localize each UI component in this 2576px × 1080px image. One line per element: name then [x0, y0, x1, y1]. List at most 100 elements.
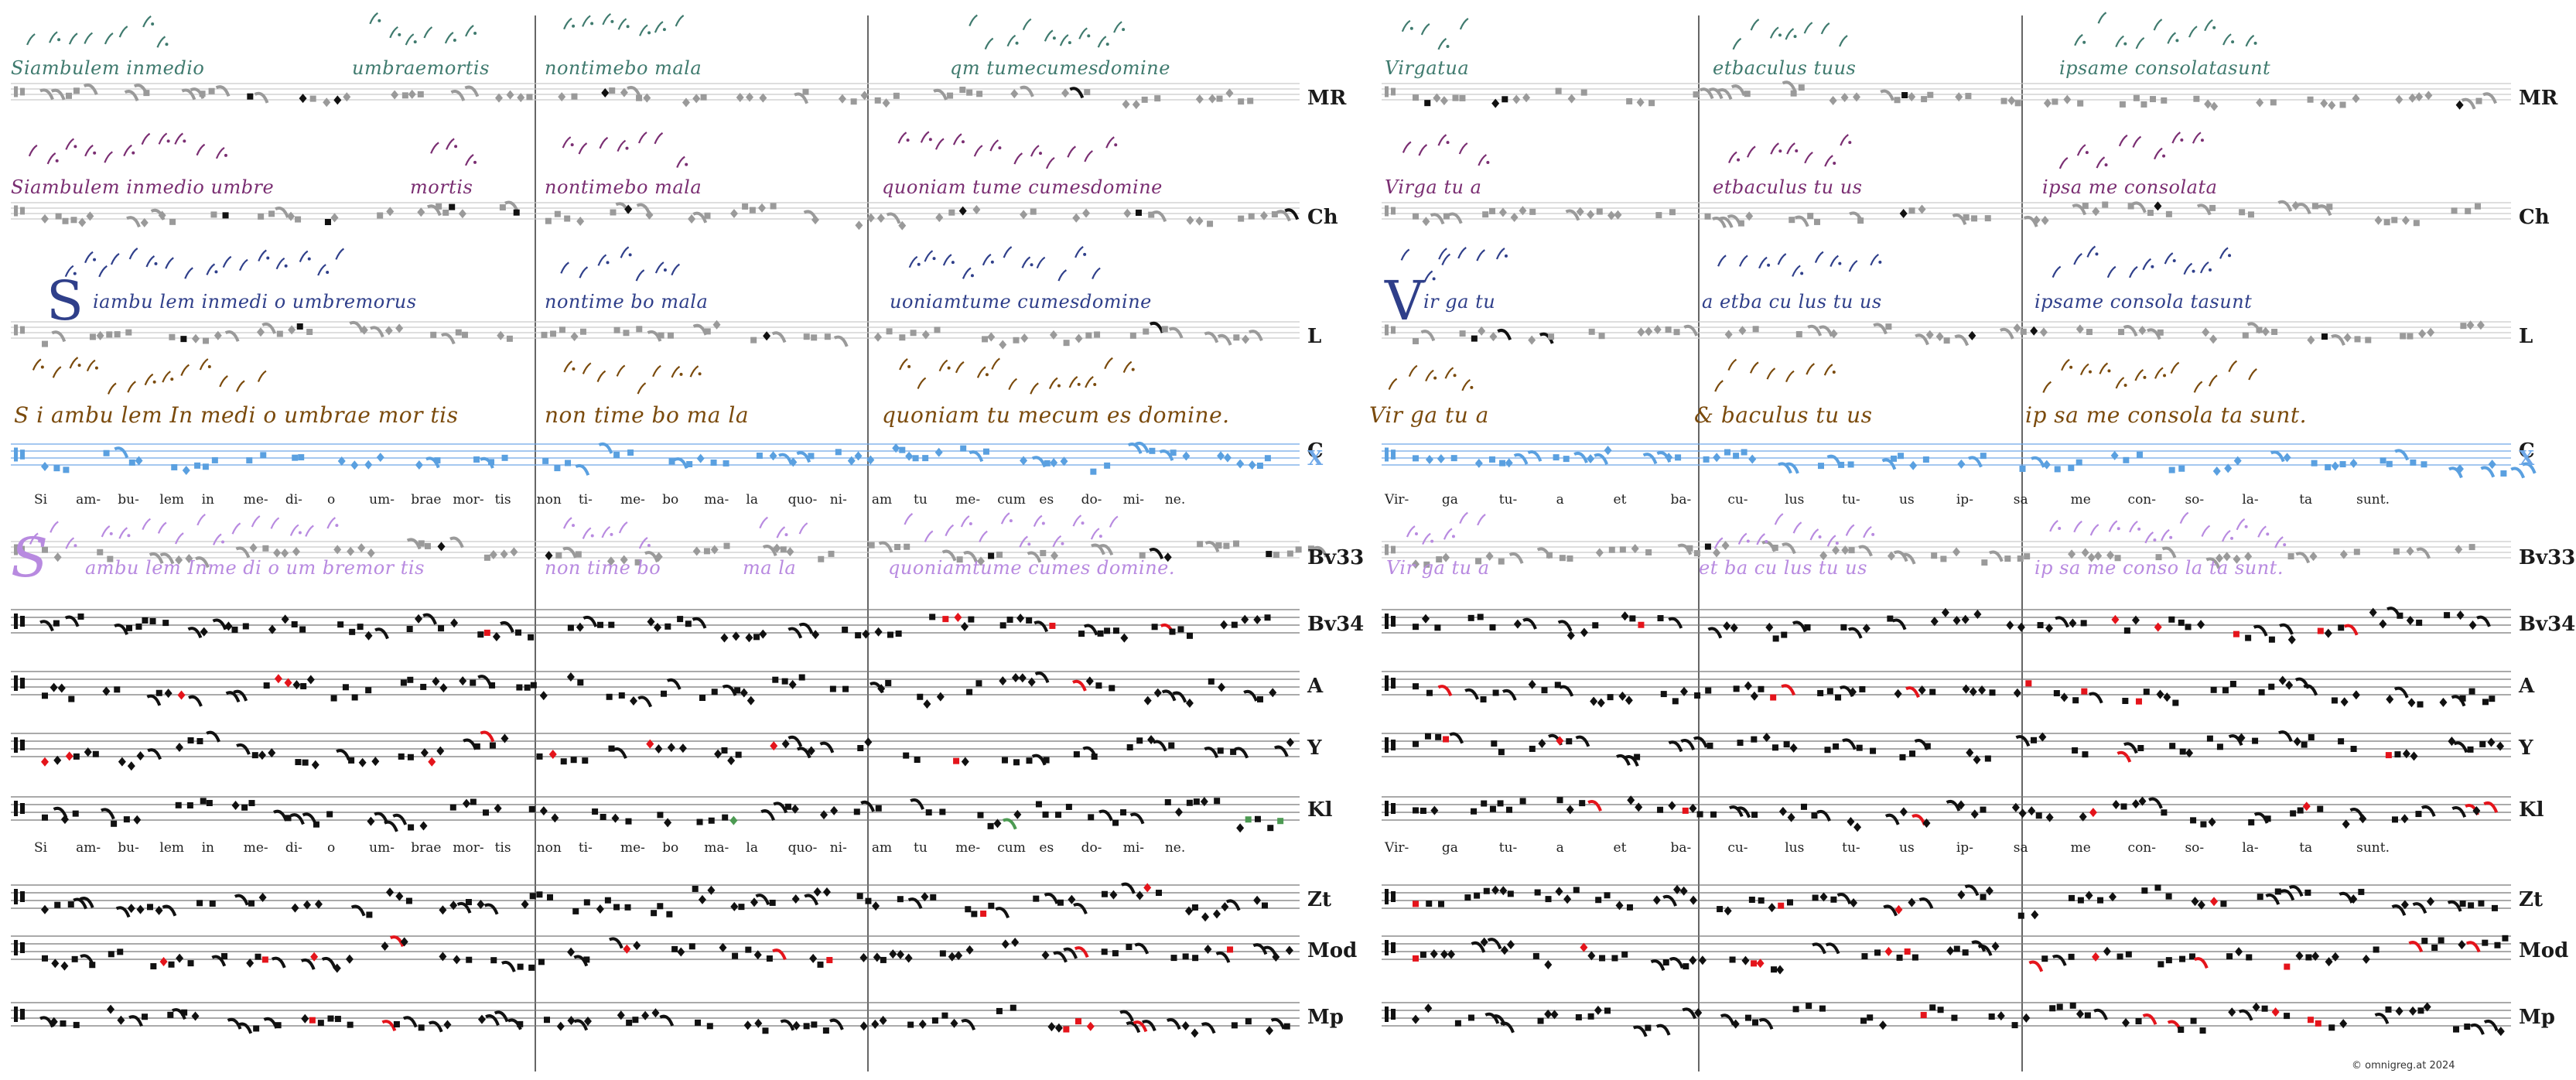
ms-text-l: ir ga tu	[1423, 291, 1496, 313]
ms-text-bv33: ambu lem Inme di o um bremor tis	[85, 557, 425, 579]
ms-text-c: non time bo ma la	[545, 402, 750, 428]
row-label-a: A	[1307, 675, 1324, 698]
neumes-x-right	[1385, 446, 2537, 479]
lyric-syllable: us	[1899, 840, 1915, 856]
lyric-syllable: sa	[2013, 840, 2028, 856]
lyric-syllable: me-	[243, 840, 268, 856]
neumes-a-left	[14, 672, 1277, 709]
neumes-mod-left	[14, 935, 1293, 973]
row-label-l: L	[1307, 325, 1322, 348]
ms-neume-strokes	[897, 131, 1118, 169]
row-label-zt: Zt	[1307, 888, 1331, 911]
lyric-syllable: es	[1039, 492, 1054, 508]
ms-neume-strokes	[1728, 134, 1852, 167]
staff-mp-right	[1382, 1002, 2511, 1027]
lyric-syllable: la	[746, 492, 758, 508]
ms-text-ch: etbaculus tu us	[1713, 176, 1863, 198]
staff-kl-left	[11, 796, 1300, 821]
lyric-syllable: ne.	[1164, 840, 1186, 856]
ms-text-l: nontime bo mala	[545, 291, 709, 313]
lyric-syllable: ma-	[704, 840, 729, 856]
ms-text-c: quoniam tu mecum es domine.	[882, 402, 1230, 428]
lyric-syllable: di-	[285, 492, 302, 508]
ms-neume-strokes	[759, 516, 808, 538]
ms-neume-strokes	[1714, 358, 1836, 392]
lyric-syllable: non	[536, 492, 562, 508]
ms-text-bv33: S	[11, 526, 49, 590]
ms-neume-strokes	[369, 12, 477, 46]
lyric-syllable: tu-	[1842, 840, 1860, 856]
ms-neume-strokes	[2074, 12, 2257, 50]
ms-neume-strokes	[64, 251, 108, 278]
lyric-syllable: mor-	[453, 840, 484, 856]
staff-mr-right	[1382, 83, 2511, 101]
staff-kl-right	[1382, 796, 2511, 821]
staff-mod-left	[11, 935, 1300, 960]
row-label-a: A	[2519, 675, 2535, 698]
row-label-bv34: Bv34	[2519, 613, 2576, 636]
lyric-syllable: tis	[494, 840, 511, 856]
lyric-syllable: lus	[1785, 840, 1805, 856]
staff-x-right	[1382, 443, 2511, 466]
neumes-bv34-right	[1385, 607, 2491, 644]
ms-text-bv33: quoniamtume cumes domine.	[888, 557, 1175, 579]
ms-neume-strokes	[563, 360, 702, 395]
lyric-syllable: con-	[2127, 840, 2156, 856]
ms-neume-strokes	[2052, 245, 2232, 279]
lyric-syllable: lem	[159, 492, 185, 508]
ms-neume-strokes	[1438, 247, 1508, 261]
ms-text-mr: nontimebo mala	[545, 57, 702, 79]
ms-text-bv33: non time bo	[545, 557, 661, 579]
neumes-mp-left	[14, 1004, 1290, 1038]
ms-neume-strokes	[1732, 19, 1848, 50]
staff-l-left	[11, 321, 1300, 339]
lyric-syllable: con-	[2127, 492, 2156, 508]
lyric-syllable: am	[871, 492, 893, 508]
lyric-syllable: in	[201, 492, 214, 508]
ms-text-l: ipsame consola tasunt	[2034, 291, 2253, 313]
row-label-mp: Mp	[1307, 1006, 1344, 1029]
ms-text-ch: ipsa me consolata	[2042, 176, 2218, 198]
staff-ch-right	[1382, 202, 2511, 220]
row-label-bv33: Bv33	[1307, 546, 1365, 569]
lyric-syllable: bo	[662, 492, 679, 508]
staff-ch-left	[11, 202, 1300, 220]
lyric-syllable: ta	[2299, 492, 2313, 508]
ms-neume-strokes	[430, 138, 477, 166]
lyric-syllable: bu-	[118, 492, 139, 508]
lyric-syllable: a	[1556, 492, 1564, 508]
lyric-syllable: brae	[411, 492, 442, 508]
neumes-l-right	[1385, 320, 2485, 347]
ms-text-ch: Siambulem inmedio umbre	[11, 176, 275, 198]
ms-text-c: & baculus tu us	[1694, 402, 1873, 428]
ms-text-ch: quoniam tume cumesdomine	[882, 176, 1163, 198]
lyric-syllable: ga	[1441, 840, 1458, 856]
lyric-syllable: cu-	[1727, 492, 1748, 508]
ms-text-c: ip sa me consola ta sunt.	[2025, 402, 2308, 428]
lyric-syllable: ba-	[1670, 840, 1692, 856]
staff-y-left	[11, 733, 1300, 757]
lyric-syllable: la-	[2242, 840, 2259, 856]
lyric-syllable: ip-	[1956, 492, 1973, 508]
neumes-kl-right	[1385, 795, 2499, 832]
lyric-syllable: mi-	[1122, 492, 1145, 508]
neumes-y-left	[14, 730, 1294, 771]
neumes-mp-right	[1385, 1002, 2505, 1037]
lyric-syllable: quo-	[787, 840, 818, 856]
ms-neume-strokes	[26, 15, 169, 48]
lyric-syllable: tu	[914, 492, 928, 508]
ms-neume-strokes	[29, 521, 77, 549]
lyric-syllable: Vir-	[1385, 492, 1409, 508]
ms-text-c: S i ambu lem In medi o umbrae mor tis	[14, 402, 459, 428]
lyric-syllable: ba-	[1670, 492, 1692, 508]
lyric-syllable: ga	[1441, 492, 1458, 508]
ms-text-c: Vir ga tu a	[1369, 402, 1489, 428]
lyric-syllable: ni-	[829, 840, 847, 856]
lyric-syllable: me-	[620, 840, 645, 856]
row-label-mp: Mp	[2519, 1006, 2555, 1029]
ms-text-mr: ipsame consolatasunt	[2059, 57, 2271, 79]
ms-neume-strokes	[32, 357, 267, 395]
lyric-syllable: cu-	[1727, 840, 1748, 856]
neumes-a-right	[1385, 675, 2496, 708]
